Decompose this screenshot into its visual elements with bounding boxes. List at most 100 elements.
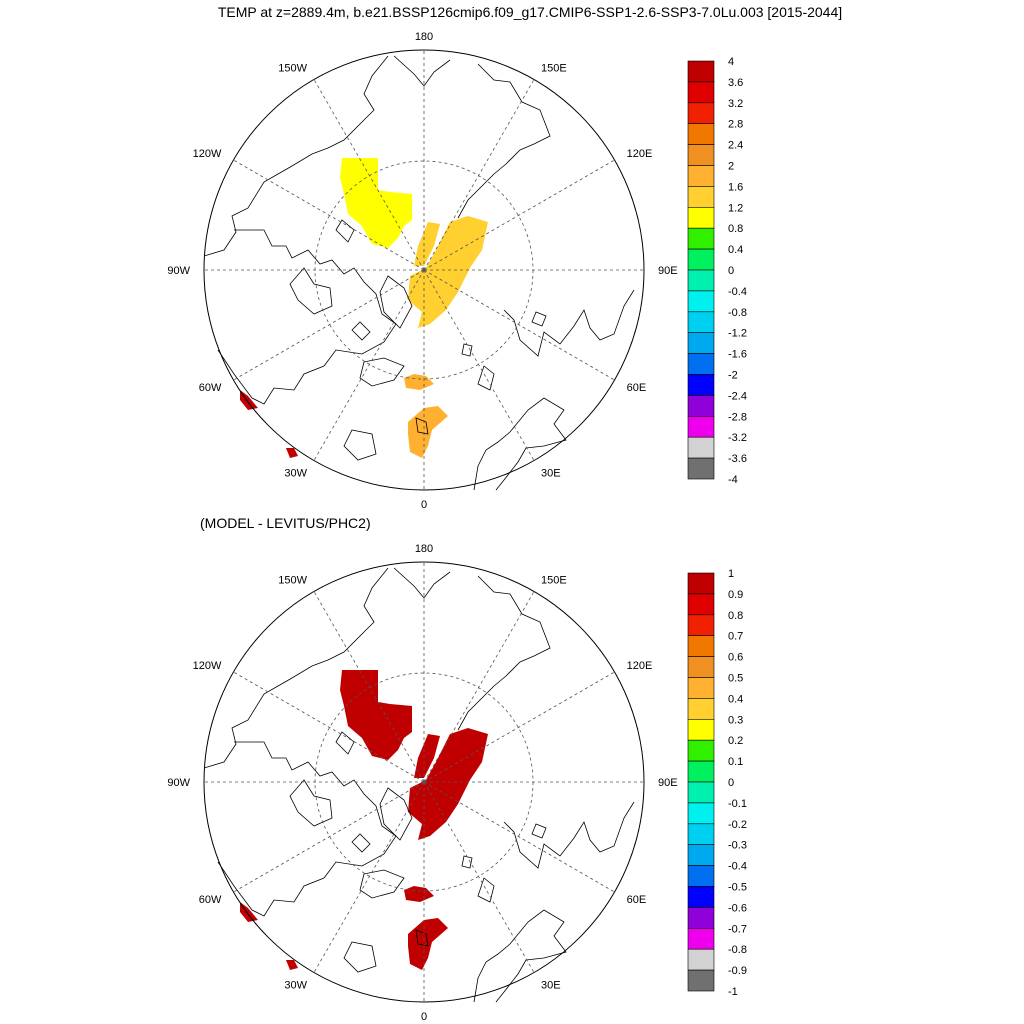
meridian [423,671,615,783]
meridian [313,781,425,973]
colorbar-tick-label: 3.6 [728,77,743,89]
colorbar-tick-label: -4 [728,474,738,486]
patch-lomonosov-spur [414,734,440,778]
coastline [393,567,451,599]
colorbar-box [687,656,715,678]
graticule [203,49,645,491]
longitude-label: 90E [658,777,678,789]
meridian [423,591,535,783]
colorbar-tick-label: 2 [728,161,734,173]
patch-canada-basin [340,670,412,760]
longitude-label: 30W [284,980,307,992]
coastline [531,823,547,839]
patch-fram-strait [404,374,434,390]
coastline [461,855,473,869]
colorbar-box [687,457,715,480]
colorbar-tick-label: 2.8 [728,119,743,131]
colorbar-tick-label: 0.2 [728,735,743,747]
coastline [461,343,473,357]
colorbar-tick-label: 1 [728,568,734,580]
colorbar-tick-label: -2 [728,370,738,382]
longitude-label: 180 [415,31,433,43]
colorbar-box [687,677,715,699]
colorbar-tick-label: -1 [728,986,738,998]
colorbar-box [687,635,715,657]
data-patches [240,670,488,970]
coastline [473,909,567,1003]
meridian [423,79,535,271]
coastline [335,731,355,755]
longitude-labels: 180 150E 120E 90E 60E 30E 0 30W 60W 90W 120W 150W [167,31,677,511]
coastline [351,833,371,853]
coastline [457,575,551,731]
coastline [359,869,405,899]
colorbar-tick-label: 0 [728,777,734,789]
longitude-label: 180 [415,543,433,555]
colorbar-tick-label: -0.7 [728,923,747,935]
longitude-label: 120W [193,148,222,160]
coastline [351,321,371,341]
colorbar-box [687,781,715,804]
longitude-label: 90E [658,265,678,277]
coastline [379,787,413,841]
colorbar-box [687,802,715,825]
meridian [233,269,425,381]
colorbar-box [687,969,715,992]
colorbar-tick-label: -1.2 [728,328,747,340]
longitude-label: 90W [167,265,190,277]
coastline [477,365,495,391]
coastline [503,801,635,869]
coastline [415,929,429,947]
colorbar-tick-label: -3.2 [728,432,747,444]
meridian [423,781,615,893]
longitude-label: 60E [627,894,647,906]
colorbar-box [687,760,715,783]
colorbar-box [687,593,715,616]
map-border [203,49,645,491]
coastline [503,289,635,357]
longitude-label: 150W [278,62,307,74]
colorbar-box [687,865,715,887]
longitude-label: 150E [541,574,567,586]
longitude-label: 60E [627,382,647,394]
colorbar-tick-label: 1.6 [728,181,743,193]
colorbar-box [687,614,715,636]
patch-canada-basin [340,158,412,248]
coastline [415,417,429,435]
coastline [289,779,333,827]
longitude-labels: 180 150E 120E 90E 60E 30E 0 30W 60W 90W 120W 150W [167,543,677,1023]
patch-eurasian-basin [408,216,488,328]
patch-north-atlantic [286,960,298,970]
coastline [531,311,547,327]
patch-north-atlantic [286,448,298,458]
map-border [203,561,645,1003]
colorbar-tick-label: 0.1 [728,756,743,768]
meridian [423,781,535,973]
coastline [457,63,551,219]
colorbar-tick-label: 0.6 [728,652,743,664]
colorbar-tick-label: -0.1 [728,798,747,810]
colorbar-box [687,572,715,595]
patch-lomonosov-spur [414,222,440,266]
colorbar-box [687,948,715,971]
longitude-label: 60W [199,894,222,906]
patch-fram-strait [404,886,434,902]
colorbar-tick-label: 3.2 [728,98,743,110]
longitude-label: 30E [541,980,561,992]
colorbar-tick-label: -0.4 [728,861,747,873]
longitude-label: 150E [541,62,567,74]
colorbar-tick-label: -0.9 [728,965,747,977]
longitude-label: 90W [167,777,190,789]
patch-labrador-sea [240,902,258,922]
colorbar-tick-label: 0 [728,265,734,277]
colorbar-tick-label: 0.5 [728,673,743,685]
coastline [477,877,495,903]
colorbar-tick-label: -2.8 [728,411,747,423]
colorbar-tick-label: -0.6 [728,902,747,914]
colorbar: 1 0.9 0.8 0.7 0.6 0.5 0.4 0.3 0.2 0.1 0 -0.1 -0.2 -0.… [687,568,747,998]
colorbar-tick-label: 0.9 [728,589,743,601]
coastline [343,941,377,973]
colorbar-tick-label: 0.8 [728,223,743,235]
colorbar-tick-label: -2.4 [728,390,747,402]
